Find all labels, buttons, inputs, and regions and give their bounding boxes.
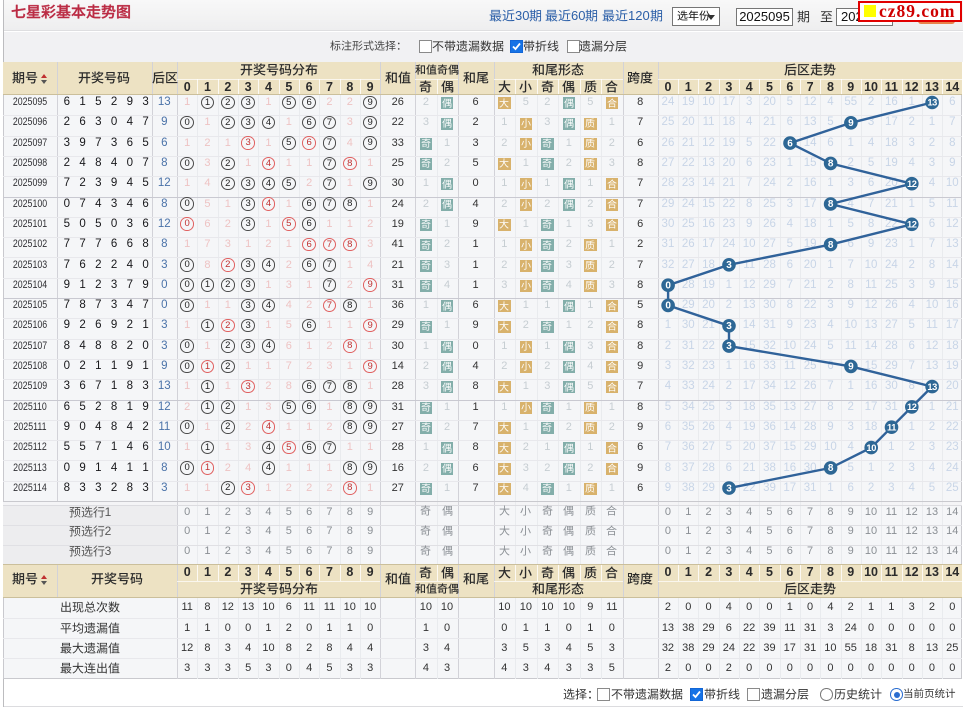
svg-text:13: 13 — [927, 382, 937, 392]
svg-text:3: 3 — [726, 483, 732, 494]
svg-text:11: 11 — [887, 422, 896, 432]
svg-text:8: 8 — [828, 159, 834, 170]
svg-text:12: 12 — [907, 220, 917, 230]
svg-text:0: 0 — [665, 301, 671, 312]
svg-text:12: 12 — [907, 402, 917, 412]
svg-text:8: 8 — [828, 199, 834, 210]
svg-text:9: 9 — [848, 362, 854, 373]
svg-text:8: 8 — [828, 463, 834, 474]
svg-text:3: 3 — [726, 321, 732, 332]
svg-text:10: 10 — [866, 443, 876, 453]
svg-text:12: 12 — [907, 179, 917, 189]
svg-text:13: 13 — [927, 98, 937, 108]
svg-text:0: 0 — [665, 280, 671, 291]
svg-text:9: 9 — [848, 118, 854, 129]
svg-text:3: 3 — [726, 341, 732, 352]
svg-text:8: 8 — [828, 240, 834, 251]
svg-text:3: 3 — [726, 260, 732, 271]
svg-text:6: 6 — [787, 138, 793, 149]
